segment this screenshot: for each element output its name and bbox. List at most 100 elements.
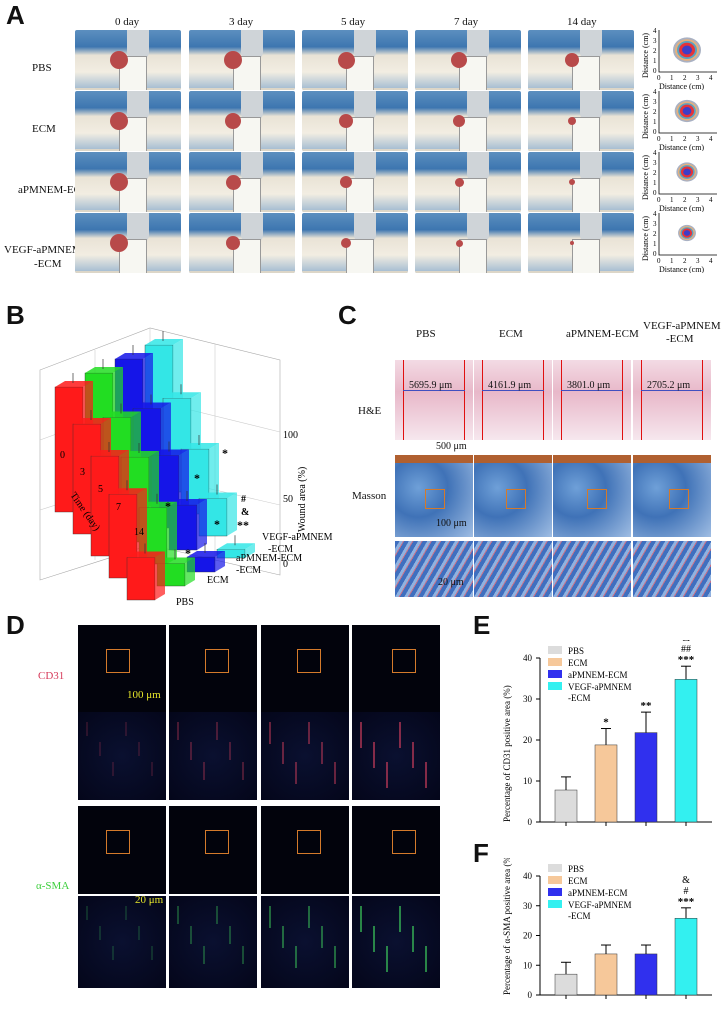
vessel-mark	[242, 762, 244, 780]
zoom-region-box	[205, 649, 229, 673]
xtick: 7	[116, 502, 121, 513]
legend-label: PBS	[568, 646, 584, 656]
day-label: 7 day	[454, 16, 479, 28]
bar-3d-front	[126, 557, 156, 601]
legend-swatch	[548, 900, 562, 908]
row-label-he: H&E	[358, 405, 382, 417]
trace-ytick: 1	[653, 179, 657, 187]
cd31-image	[169, 625, 257, 712]
asma-image	[78, 806, 166, 894]
trace-ytick: 4	[653, 88, 657, 96]
row-label-masson: Masson	[352, 490, 387, 502]
bar-3d-top	[151, 449, 189, 456]
row-label-cd31: CD31	[38, 670, 65, 682]
panel-letter-e: E	[473, 610, 491, 640]
vessel-mark	[399, 722, 401, 748]
vessel-mark	[216, 906, 218, 924]
bar-3d-side	[245, 543, 255, 558]
zoom-region-box	[392, 830, 416, 854]
trace-xtick: 4	[709, 135, 713, 143]
bar-3d-top	[199, 492, 237, 499]
bar-3d-top	[55, 381, 93, 387]
wound-photo	[302, 213, 408, 273]
trace-xtick: 4	[709, 196, 713, 204]
wound-area-3d-bar-chart: Wound area (%) 0 50 100 0 3 5 7 14 Time …	[39, 327, 333, 608]
wound-photo	[528, 30, 634, 90]
wound-width-label: 2705.2 μm	[647, 380, 691, 391]
wound-photo	[415, 91, 521, 151]
vessel-mark	[177, 722, 179, 740]
vessel-mark	[112, 762, 114, 776]
bar	[674, 917, 698, 996]
masson-section	[395, 455, 473, 537]
day-label: 3 day	[229, 16, 254, 28]
trace-ytick: 3	[653, 37, 657, 45]
asma-image	[352, 806, 440, 894]
sig-mark: *	[222, 446, 228, 460]
he-section	[633, 360, 711, 440]
vessel-mark	[190, 742, 192, 760]
bar-3d-side	[197, 499, 207, 550]
scale-bar-label: 20 μm	[135, 894, 164, 906]
vessel-mark	[151, 946, 153, 960]
vessel-mark	[151, 762, 153, 776]
legend-label: ECM	[568, 658, 588, 668]
vessel-mark	[282, 926, 284, 948]
bar-3d-top	[133, 402, 171, 409]
vessel-mark	[321, 926, 323, 948]
trace-ytick: 2	[653, 169, 657, 177]
trace-xtick: 2	[683, 196, 687, 204]
vessel-mark	[399, 906, 401, 932]
bar-3d-top	[73, 418, 111, 424]
vessel-mark	[308, 722, 310, 744]
sig-mark: *	[214, 517, 220, 531]
day-label: 14 day	[567, 16, 597, 28]
vessel-mark	[138, 926, 140, 940]
trace-ytick: 2	[653, 108, 657, 116]
asma-image	[261, 896, 349, 988]
vessel-mark	[269, 906, 271, 928]
legend-swatch	[548, 876, 562, 884]
wound-trace-outline	[683, 168, 691, 176]
xtick: 14	[134, 527, 144, 538]
trace-xtick: 4	[709, 74, 713, 82]
trace-ytick: 1	[653, 240, 657, 248]
bar-3d-side	[185, 557, 195, 586]
trace-ytick: 0	[653, 189, 657, 197]
vessel-mark	[425, 946, 427, 972]
y-axis-label: Percentage of α-SMA positive area (%)	[502, 858, 512, 995]
y-tick-label: 10	[523, 960, 533, 970]
group-label: VEGF-aPMNEM	[4, 244, 82, 256]
sig-mark: #	[241, 494, 246, 505]
wound-trace-outline	[682, 107, 692, 115]
sig-mark: &	[682, 875, 690, 886]
zoom-region-box	[297, 830, 321, 854]
zoom-region-box	[297, 649, 321, 673]
masson-zoom-section	[633, 541, 711, 597]
trace-xtick: 3	[696, 135, 700, 143]
group-label: aPMNEM-ECM	[18, 184, 91, 196]
trace-xtick: 0	[657, 257, 661, 265]
wound-photo	[415, 213, 521, 273]
wound-width-label: 3801.0 μm	[567, 380, 611, 391]
masson-section	[553, 455, 631, 537]
masson-zoom-section	[395, 541, 473, 597]
col-label: VEGF-aPMNEM	[643, 320, 721, 332]
legend-swatch	[548, 658, 562, 666]
sig-mark: **	[237, 518, 249, 532]
bar-3d-top	[163, 392, 201, 399]
trace-xtick: 2	[683, 74, 687, 82]
sig-mark: ##	[681, 644, 691, 655]
y-tick-label: 30	[523, 901, 533, 911]
wound-width-label: 4161.9 μm	[488, 380, 532, 391]
zoom-region-box	[392, 649, 416, 673]
vessel-mark	[295, 946, 297, 968]
legend-swatch	[548, 670, 562, 678]
trace-xlabel: Distance (cm)	[659, 204, 704, 212]
zoom-region-box	[106, 649, 130, 673]
xtick: 5	[98, 484, 103, 495]
vessel-mark	[86, 906, 88, 920]
